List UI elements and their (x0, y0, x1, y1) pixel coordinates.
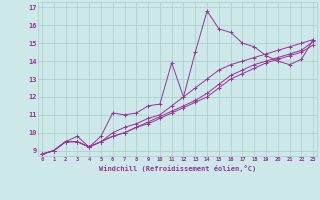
X-axis label: Windchill (Refroidissement éolien,°C): Windchill (Refroidissement éolien,°C) (99, 165, 256, 172)
